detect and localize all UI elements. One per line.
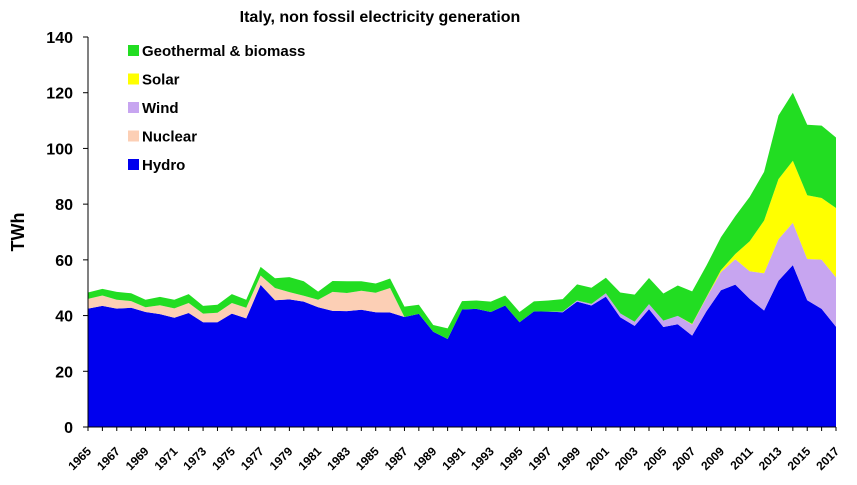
y-tick-label: 80 <box>55 197 73 214</box>
area-hydro <box>88 265 836 427</box>
y-tick-label: 100 <box>46 141 73 158</box>
axes <box>83 36 837 431</box>
legend-swatch-solar <box>128 73 139 85</box>
y-tick-label: 0 <box>64 420 73 437</box>
legend-label-geothermal-biomass: Geothermal & biomass <box>142 43 305 60</box>
legend-swatch-wind <box>128 102 139 113</box>
y-tick-label: 60 <box>55 253 73 270</box>
y-tick-label: 40 <box>55 309 73 326</box>
y-tick-label: 140 <box>46 30 73 47</box>
legend-label-wind: Wind <box>142 100 179 117</box>
y-axis-label: TWh <box>8 213 28 252</box>
legend-swatch-hydro <box>128 159 139 170</box>
y-tick-label: 120 <box>46 86 73 103</box>
legend-swatch-geothermal-biomass <box>128 45 139 56</box>
legend-label-nuclear: Nuclear <box>142 129 197 146</box>
chart-title: Italy, non fossil electricity generation <box>240 9 521 26</box>
area-series-group <box>88 92 836 427</box>
legend-swatch-nuclear <box>128 130 139 142</box>
legend-label-solar: Solar <box>142 72 180 89</box>
y-tick-label: 20 <box>55 364 73 381</box>
y-tick-labels: 0 20 40 60 80 100 120 140 <box>46 30 73 437</box>
legend-label-hydro: Hydro <box>142 157 185 174</box>
legend: Geothermal & biomass Solar Wind Nuclear Hydr… <box>128 43 305 174</box>
